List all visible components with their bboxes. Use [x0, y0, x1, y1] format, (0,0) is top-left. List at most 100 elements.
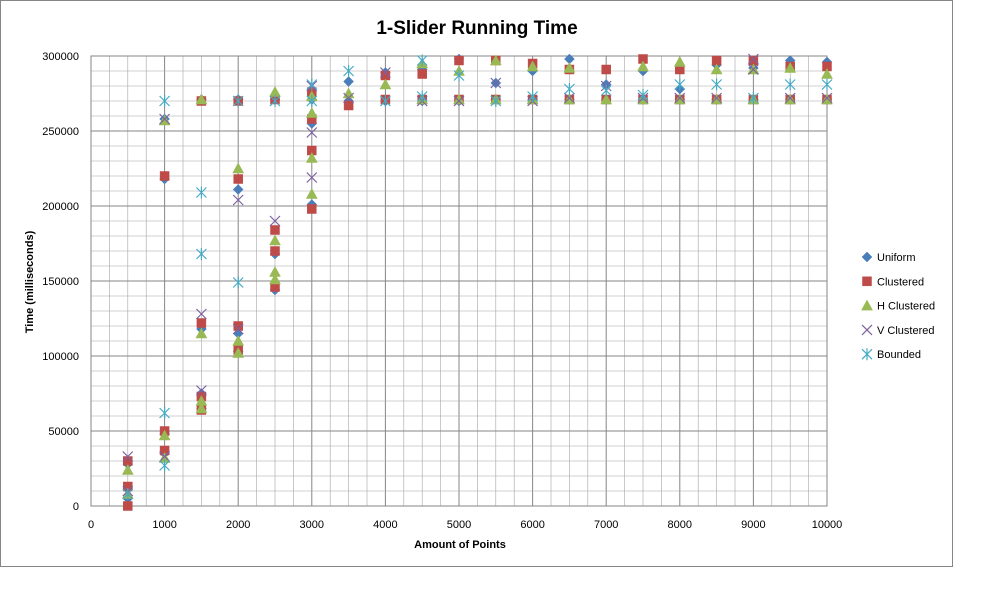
- x-tick-label: 5000: [447, 519, 471, 531]
- data-point: [342, 87, 355, 99]
- y-tick-label: 200000: [42, 201, 79, 213]
- data-point: [343, 65, 355, 77]
- data-point: [674, 92, 686, 104]
- x-axis-title: Amount of Points: [414, 539, 506, 551]
- data-point: [305, 106, 318, 118]
- series-bounded: [122, 54, 833, 500]
- data-point: [747, 64, 759, 75]
- legend-label: H Clustered: [877, 301, 935, 313]
- data-point: [196, 318, 207, 328]
- legend-marker-bounded: [861, 348, 873, 361]
- data-point: [563, 83, 575, 95]
- data-point: [747, 92, 759, 104]
- data-point: [637, 60, 649, 72]
- data-point: [305, 151, 318, 163]
- data-point: [195, 385, 207, 396]
- data-point: [269, 234, 281, 246]
- data-point: [784, 61, 797, 73]
- data-point: [490, 77, 502, 89]
- data-point: [269, 265, 281, 277]
- data-point: [232, 162, 245, 174]
- data-point: [343, 100, 354, 111]
- y-tick-label: 100000: [42, 351, 79, 363]
- data-point: [159, 459, 171, 472]
- data-point: [270, 246, 280, 256]
- data-point: [343, 76, 354, 87]
- y-axis-ticks: 0 50000 100000 150000 200000 250000 300000: [42, 51, 79, 513]
- data-point: [379, 95, 391, 107]
- data-point: [601, 64, 611, 75]
- y-tick-label: 50000: [48, 426, 79, 438]
- data-point: [122, 451, 134, 462]
- y-axis-title: Time (milliseconds): [24, 230, 36, 333]
- x-tick-label: 8000: [668, 519, 692, 531]
- data-point: [232, 184, 244, 195]
- x-tick-label: 10000: [812, 519, 843, 531]
- x-tick-label: 2000: [226, 519, 250, 531]
- x-tick-label: 7000: [594, 519, 618, 531]
- y-tick-label: 0: [73, 501, 79, 513]
- data-point: [563, 92, 575, 104]
- data-point: [453, 95, 465, 107]
- data-point: [195, 327, 208, 339]
- data-point: [784, 78, 796, 91]
- x-tick-label: 3000: [300, 519, 324, 531]
- data-point: [306, 95, 318, 107]
- scatter-chart: 1-Slider Running Time 050000100000150000…: [24, 18, 935, 551]
- data-point: [232, 276, 244, 289]
- data-point: [379, 78, 392, 90]
- data-point: [600, 84, 612, 97]
- data-point: [232, 346, 245, 358]
- data-point: [784, 92, 796, 104]
- legend-marker-v-clustered: [861, 324, 873, 336]
- series-v-clustered: [122, 53, 833, 497]
- legend-marker-h-clustered: [861, 299, 873, 311]
- data-point: [343, 92, 355, 104]
- data-point: [490, 95, 502, 107]
- data-point: [269, 215, 281, 227]
- data-point: [673, 55, 686, 67]
- data-point: [122, 488, 134, 500]
- data-point: [527, 90, 539, 103]
- data-point: [121, 463, 134, 475]
- data-point: [710, 63, 723, 75]
- data-point: [307, 204, 317, 214]
- y-tick-label: 300000: [42, 51, 79, 63]
- data-point: [711, 78, 723, 91]
- data-point: [600, 93, 613, 105]
- data-point: [821, 78, 833, 91]
- legend-label: Clustered: [877, 276, 924, 288]
- chart-title: 1-Slider Running Time: [376, 18, 577, 39]
- data-point: [159, 95, 171, 107]
- data-point: [747, 53, 759, 65]
- data-point: [711, 92, 723, 104]
- data-point: [453, 69, 465, 82]
- data-point: [159, 407, 171, 419]
- data-points: [121, 53, 833, 511]
- data-point: [232, 334, 245, 346]
- data-point: [821, 92, 833, 104]
- data-point: [416, 54, 428, 67]
- data-point: [195, 186, 207, 199]
- data-point: [306, 127, 318, 138]
- x-tick-label: 4000: [373, 519, 397, 531]
- data-point: [305, 187, 318, 199]
- data-point: [306, 78, 318, 91]
- gridlines: [90, 55, 828, 507]
- data-point: [454, 55, 464, 66]
- legend-marker-clustered: [862, 276, 872, 287]
- x-tick-label: 1000: [152, 519, 176, 531]
- data-point: [526, 60, 539, 72]
- data-point: [637, 89, 649, 101]
- data-point: [306, 172, 318, 183]
- data-point: [233, 321, 243, 331]
- data-point: [232, 194, 244, 206]
- data-point: [232, 95, 244, 107]
- data-point: [159, 451, 171, 462]
- data-point: [270, 225, 280, 235]
- data-point: [195, 394, 208, 406]
- data-point: [159, 171, 170, 181]
- data-point: [195, 93, 208, 105]
- data-point: [195, 402, 208, 414]
- data-point: [416, 90, 428, 103]
